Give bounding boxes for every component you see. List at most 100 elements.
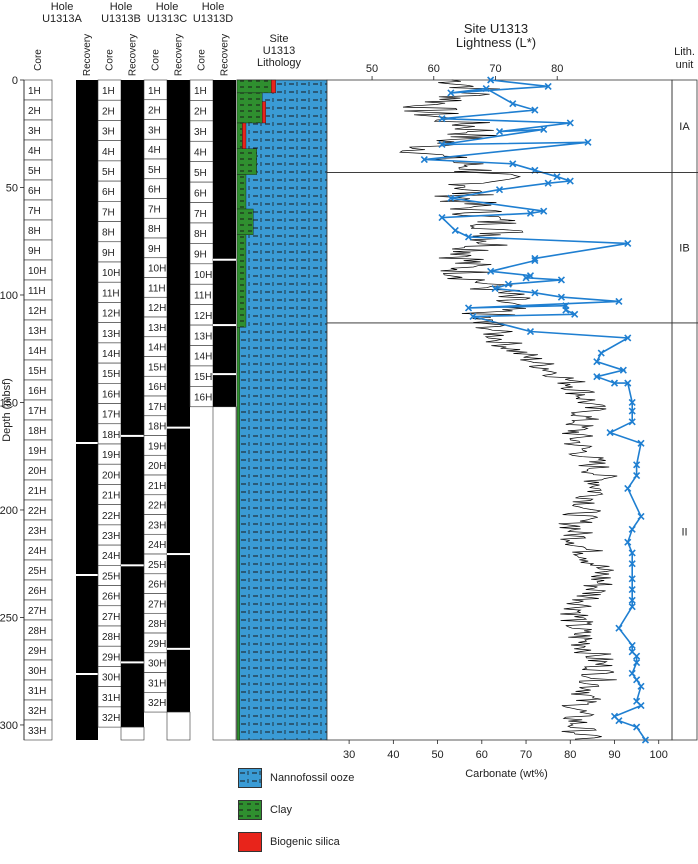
recovery-empty xyxy=(212,406,237,741)
carbonate-point-stroke xyxy=(531,254,539,263)
hole-header-D: Hole U1313D xyxy=(193,1,233,25)
legend-item-clay: Clay xyxy=(238,800,438,820)
legend-label-ooze: Nannofossil ooze xyxy=(270,772,355,784)
core-label: 31H xyxy=(102,693,120,704)
clay-swatch xyxy=(238,800,262,820)
core-label: 6H xyxy=(102,187,115,198)
carbonate-point-stroke xyxy=(628,525,636,533)
carbonate-point-stroke xyxy=(628,560,636,568)
core-label: 13H xyxy=(28,326,46,337)
carbonate-point xyxy=(487,76,495,84)
core-label: 25H xyxy=(28,566,46,577)
carbonate-point xyxy=(633,461,641,469)
core-label: 20H xyxy=(102,470,120,481)
core-label: 21H xyxy=(148,481,166,492)
carbonate-point-stroke xyxy=(597,349,605,357)
carbonate-point-stroke xyxy=(593,373,601,381)
carbonate-point-stroke xyxy=(633,676,641,684)
carbonate-point xyxy=(487,267,495,275)
core-label: 1H xyxy=(28,86,41,97)
hole-header-B: Hole U1313B xyxy=(101,1,141,25)
carbonate-point xyxy=(526,209,535,217)
core-label: 10H xyxy=(148,264,166,275)
recovery-gap xyxy=(121,564,144,567)
carbonate-point-stroke xyxy=(628,549,636,557)
plot-frame xyxy=(326,79,673,741)
carbonate-point-stroke xyxy=(540,125,548,134)
core-label: 30H xyxy=(148,659,166,670)
core-label: 13H xyxy=(102,329,120,340)
carbonate-point-stroke xyxy=(544,179,552,187)
carbonate-point xyxy=(637,702,645,710)
carbonate-point-stroke xyxy=(619,366,627,374)
core-label: 14H xyxy=(102,349,120,360)
core-col-label-B: Core xyxy=(105,49,116,71)
lithology-title: Site U1313 Lithology xyxy=(257,33,302,69)
carbonate-point xyxy=(628,641,636,649)
carbonate-point xyxy=(619,366,627,374)
core-label: 13H xyxy=(148,323,166,334)
clay-interval xyxy=(236,122,243,149)
carbonate-point-stroke xyxy=(628,398,636,407)
carbonate-point-stroke xyxy=(633,472,641,480)
carbonate-point-stroke xyxy=(615,297,623,305)
core-label: 12H xyxy=(28,306,46,317)
carbonate-point xyxy=(624,239,632,247)
core-label: 29H xyxy=(28,646,46,657)
core-label: 30H xyxy=(28,666,46,677)
hole-columns: Hole U1313A Core Recovery 1H 2H 3H 4H 5H 6H 7H 8H 9H… xyxy=(23,1,237,741)
legend-item-ooze: Nannofossil ooze xyxy=(238,768,438,788)
carbonate-point-stroke xyxy=(504,280,512,288)
figure: Hole U1313A Core Recovery 1H 2H 3H 4H 5H 6H 7H 8H 9H… xyxy=(0,1,698,780)
core-label: 9H xyxy=(194,250,207,261)
carbonate-point-stroke xyxy=(544,82,552,91)
silica-interval xyxy=(242,122,247,149)
core-label: 12H xyxy=(148,303,166,314)
carbonate-point-stroke xyxy=(628,585,636,594)
core-label: 31H xyxy=(28,686,46,697)
core-label: 18H xyxy=(102,430,120,441)
core-label: 8H xyxy=(148,224,161,235)
core-label: 22H xyxy=(148,501,166,512)
carbonate-point xyxy=(633,676,641,684)
recovery-gap xyxy=(121,434,144,437)
recovery-gap xyxy=(167,426,190,429)
carbonate-point-stroke xyxy=(571,310,579,318)
silica-interval xyxy=(271,79,276,94)
carbonate-point xyxy=(469,312,477,321)
core-label: 25H xyxy=(102,571,120,582)
carbonate-tick-label: 70 xyxy=(520,749,532,761)
carbonate-axis-title: Carbonate (wt%) xyxy=(465,768,548,780)
core-label: 14H xyxy=(148,343,166,354)
core-label: 12H xyxy=(102,309,120,320)
carbonate-point xyxy=(628,669,636,677)
carbonate-point xyxy=(624,538,632,546)
carbonate-point-stroke xyxy=(482,85,490,93)
carbonate-point-stroke xyxy=(526,209,535,217)
carbonate-point-stroke xyxy=(469,312,477,321)
core-label: 2H xyxy=(102,106,115,117)
core-col-label-A: Core xyxy=(33,49,44,71)
carbonate-point-stroke xyxy=(438,115,446,123)
core-label: 19H xyxy=(28,446,46,457)
carbonate-point-stroke xyxy=(633,697,641,705)
core-label: 14H xyxy=(28,346,46,357)
clay-interval xyxy=(236,208,254,235)
core-col-label-D: Core xyxy=(197,49,208,71)
carbonate-point-stroke xyxy=(557,293,565,301)
lith-unit-header: Lith. unit xyxy=(674,46,695,71)
depth-tick-label: 250 xyxy=(0,612,18,624)
carbonate-point-stroke xyxy=(628,596,636,604)
core-label: 30H xyxy=(102,673,120,684)
carbonate-point xyxy=(438,214,446,222)
carbonate-point xyxy=(464,304,473,312)
carbonate-point-stroke xyxy=(522,274,530,282)
carbonate-point-stroke xyxy=(628,641,636,649)
carbonate-point-stroke xyxy=(633,652,641,660)
carbonate-point xyxy=(526,272,535,280)
ooze-swatch xyxy=(238,768,262,788)
core-label: 20H xyxy=(28,466,46,477)
core-label: 4H xyxy=(194,147,207,158)
recovery-bar xyxy=(76,80,98,740)
carbonate-point-stroke xyxy=(531,289,539,297)
